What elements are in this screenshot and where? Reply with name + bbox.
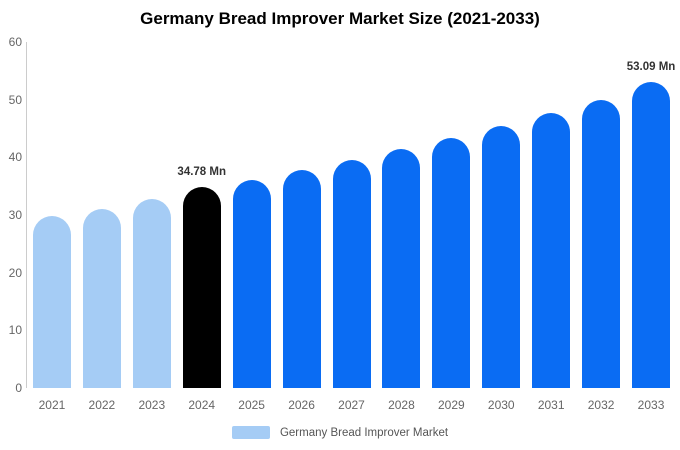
x-axis-label-2028: 2028 xyxy=(388,398,415,412)
x-axis-label-2023: 2023 xyxy=(138,398,166,412)
x-axis-label-2033: 2033 xyxy=(637,398,665,412)
x-axis-label-2027: 2027 xyxy=(338,398,365,412)
legend-label: Germany Bread Improver Market xyxy=(279,426,449,439)
legend[interactable]: Germany Bread Improver Market xyxy=(0,426,680,439)
y-axis-tick-label: 40 xyxy=(8,150,22,165)
x-axis-label-2021: 2021 xyxy=(38,398,66,412)
y-axis-tick-label: 50 xyxy=(8,92,22,107)
bar-2022[interactable] xyxy=(82,209,121,388)
bar-2031[interactable] xyxy=(532,112,571,388)
bar-2029[interactable] xyxy=(432,137,471,388)
bar-2023[interactable] xyxy=(132,199,171,388)
y-axis-tick-label: 0 xyxy=(15,381,22,395)
x-axis-label-2032: 2032 xyxy=(587,398,615,412)
x-axis-label-2031: 2031 xyxy=(537,398,565,412)
bar-2026[interactable] xyxy=(282,170,321,388)
x-axis-label-2024: 2024 xyxy=(188,398,216,412)
bar-2028[interactable] xyxy=(382,148,421,388)
y-axis-line xyxy=(26,42,27,388)
bar-2024[interactable] xyxy=(182,187,221,388)
x-axis-label-2025: 2025 xyxy=(238,398,265,412)
bar-2027[interactable] xyxy=(332,159,371,388)
bar-2033[interactable] xyxy=(632,81,671,388)
bar-2032[interactable] xyxy=(582,99,621,388)
x-axis-label-2029: 2029 xyxy=(437,398,465,412)
bar-2021[interactable] xyxy=(32,215,71,388)
legend-swatch xyxy=(231,426,270,439)
x-axis-label-2026: 2026 xyxy=(288,398,315,412)
y-axis-tick-label: 10 xyxy=(8,323,22,338)
x-axis-label-2030: 2030 xyxy=(487,398,515,412)
bar-2030[interactable] xyxy=(482,126,521,388)
y-axis-tick-label: 30 xyxy=(8,208,22,222)
bar-2025[interactable] xyxy=(232,180,271,388)
data-label-2024: 34.78 Mn xyxy=(177,166,227,179)
y-axis-tick-label: 60 xyxy=(8,35,22,49)
x-axis-label-2022: 2022 xyxy=(88,398,116,412)
chart-title: Germany Bread Improver Market Size (2021… xyxy=(140,9,540,28)
data-label-2033: 53.09 Mn xyxy=(626,60,676,73)
y-axis-tick-label: 20 xyxy=(8,265,22,280)
